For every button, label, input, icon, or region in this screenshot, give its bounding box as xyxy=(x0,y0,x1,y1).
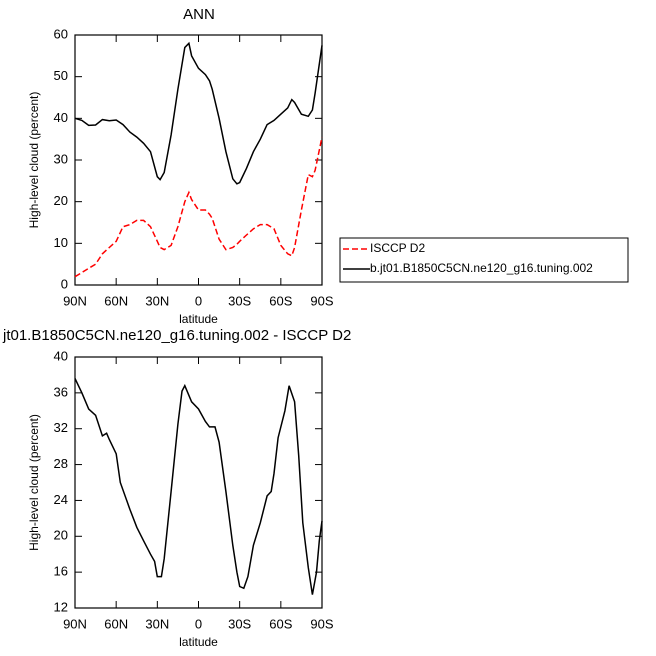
data-line xyxy=(74,136,323,278)
y-tick-label: 20 xyxy=(54,193,68,208)
x-axis-label: latitude xyxy=(179,635,218,649)
legend-label: ISCCP D2 xyxy=(370,241,425,255)
y-tick-label: 40 xyxy=(54,348,68,363)
y-tick-label: 20 xyxy=(54,528,68,543)
x-tick-label: 0 xyxy=(195,616,202,631)
x-tick-label: 90N xyxy=(63,293,87,308)
x-tick-label: 90S xyxy=(310,616,333,631)
y-tick-label: 24 xyxy=(54,492,68,507)
y-tick-label: 30 xyxy=(54,151,68,166)
x-tick-label: 60S xyxy=(269,293,292,308)
x-tick-label: 90N xyxy=(63,616,87,631)
plot-frame xyxy=(74,356,323,609)
y-tick-label: 60 xyxy=(54,26,68,41)
y-tick-label: 32 xyxy=(54,420,68,435)
x-tick-label: 30S xyxy=(228,293,251,308)
x-tick-label: 90S xyxy=(310,293,333,308)
y-tick-label: 28 xyxy=(54,456,68,471)
legend-box xyxy=(339,237,629,283)
plot-frame xyxy=(74,34,323,286)
x-tick-label: 60N xyxy=(104,293,128,308)
y-tick-label: 16 xyxy=(54,564,68,579)
y-axis-label: High-level cloud (percent) xyxy=(27,414,41,551)
legend-label: b.jt01.B1850C5CN.ne120_g16.tuning.002 xyxy=(370,261,593,275)
x-tick-label: 0 xyxy=(195,293,202,308)
chart-title: ANN xyxy=(183,6,215,23)
y-tick-label: 12 xyxy=(54,599,68,614)
y-tick-label: 50 xyxy=(54,68,68,83)
x-tick-label: 60N xyxy=(104,616,128,631)
x-tick-label: 30N xyxy=(145,293,169,308)
y-tick-label: 40 xyxy=(54,110,68,125)
y-tick-label: 10 xyxy=(54,235,68,250)
x-tick-label: 60S xyxy=(269,616,292,631)
x-tick-label: 30N xyxy=(145,616,169,631)
y-tick-label: 36 xyxy=(54,384,68,399)
y-axis-label: High-level cloud (percent) xyxy=(27,92,41,229)
x-axis-label: latitude xyxy=(179,312,218,326)
data-line xyxy=(74,378,323,595)
data-line xyxy=(74,41,323,185)
chart-title: jt01.B1850C5CN.ne120_g16.tuning.002 - IS… xyxy=(2,327,351,344)
x-tick-label: 30S xyxy=(228,616,251,631)
y-tick-label: 0 xyxy=(61,276,68,291)
